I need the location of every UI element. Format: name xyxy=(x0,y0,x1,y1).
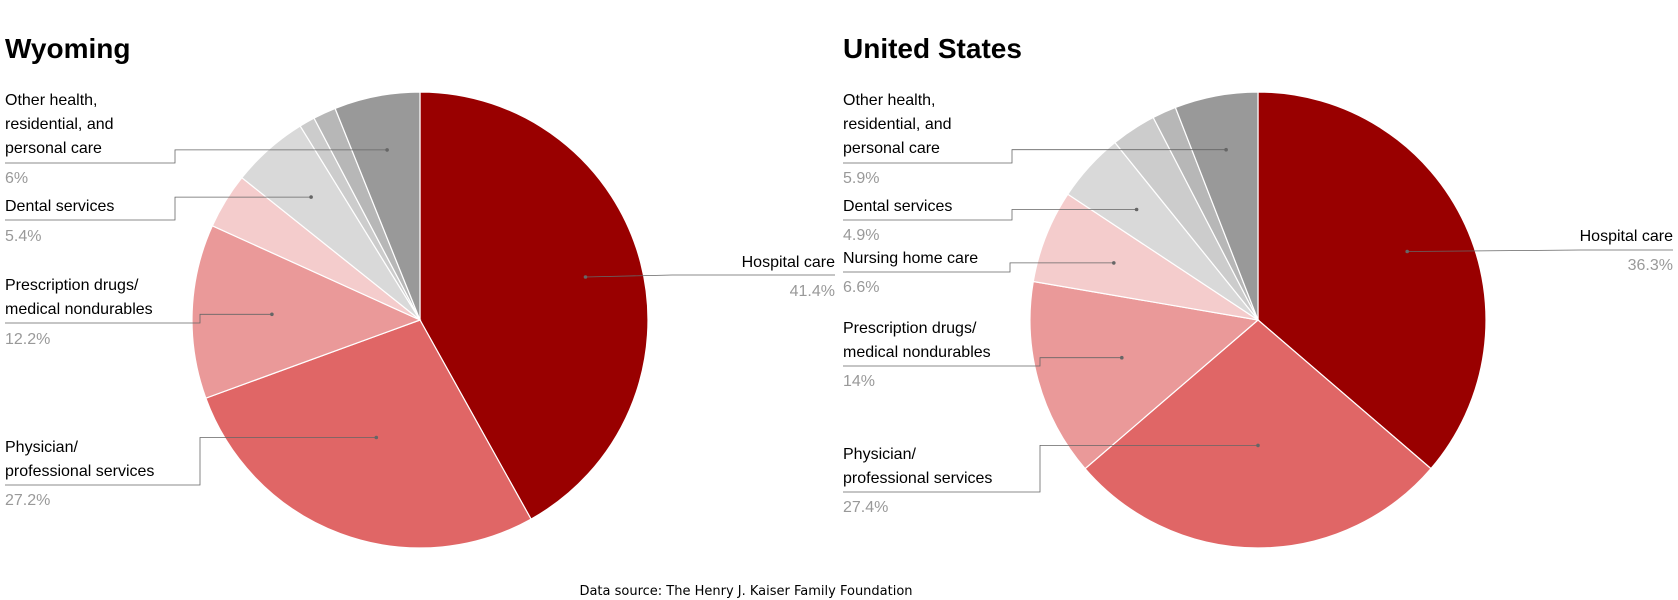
slice-value-us-physician-professional-services: 27.4% xyxy=(843,499,888,516)
leader-line-us-hospital-care xyxy=(1407,249,1673,252)
slice-label-us-dental-services: Dental services xyxy=(843,198,952,215)
pie-slice-wyoming-prescription-drugs-medical-nondurables xyxy=(191,224,422,399)
leader-line-wyoming-hospital-care xyxy=(585,274,835,278)
pie-wyoming xyxy=(191,91,649,549)
pie-slice-wyoming-hospital-care xyxy=(419,91,649,520)
slice-label-us-other-health-residential-and-personal-care: Other health, residential, and personal ca… xyxy=(843,92,952,157)
pie-united-states xyxy=(1029,91,1487,549)
pie-slice-us-physician-professional-services xyxy=(1084,319,1432,549)
leader-dot-wyoming-hospital-care xyxy=(583,275,588,279)
leader-dot-wyoming-dental-services xyxy=(309,195,313,199)
leader-line-us-dental-services xyxy=(843,209,1137,221)
leader-line-us-physician-professional-services xyxy=(843,444,1258,493)
slice-label-us-hospital-care: Hospital care xyxy=(1580,228,1673,245)
slice-value-us-dental-services: 4.9% xyxy=(843,227,879,244)
leader-dot-us-physician-professional-services xyxy=(1256,443,1260,448)
chart-title-wyoming: Wyoming xyxy=(5,33,130,64)
slice-value-us-prescription-drugs-medical-nondurables: 14% xyxy=(843,373,875,390)
slice-value-wyoming-dental-services: 5.4% xyxy=(5,228,41,245)
slice-label-wyoming-physician-professional-services: Physician/professional services xyxy=(5,439,154,480)
leader-line-wyoming-prescription-drugs-medical-nondurables xyxy=(5,313,272,324)
slice-value-us-hospital-care: 36.3% xyxy=(1628,257,1673,274)
slice-label-wyoming-dental-services: Dental services xyxy=(5,198,114,215)
leader-dot-us-prescription-drugs-medical-nondurables xyxy=(1120,355,1124,360)
pie-slice-us-prescription-drugs-medical-nondurables xyxy=(1029,280,1260,470)
slice-label-us-prescription-drugs-medical-nondurables: Prescription drugs/medical nondurables xyxy=(843,320,991,361)
data-source-note: Data source: The Henry J. Kaiser Family … xyxy=(579,584,912,599)
pie-slice-us-hospital-care xyxy=(1257,91,1487,470)
pie-slice-wyoming-physician-professional-services xyxy=(205,319,532,549)
pie-slice-wyoming-other-health-residential-and-personal-care xyxy=(334,91,421,321)
slice-label-wyoming-prescription-drugs-medical-nondurables: Prescription drugs/medical nondurables xyxy=(5,277,153,318)
leader-dot-us-other-health-residential-and-personal-care xyxy=(1224,147,1228,152)
slice-label-wyoming-hospital-care: Hospital care xyxy=(742,254,835,271)
leader-dot-wyoming-physician-professional-services xyxy=(374,435,379,440)
leader-line-us-other-health-residential-and-personal-care xyxy=(843,149,1227,164)
slice-value-wyoming-hospital-care: 41.4% xyxy=(790,283,835,300)
leader-line-us-prescription-drugs-medical-nondurables xyxy=(843,357,1122,367)
leader-dot-us-dental-services xyxy=(1134,207,1139,212)
leader-line-wyoming-physician-professional-services xyxy=(5,437,377,486)
slice-label-us-nursing-home-care: Nursing home care xyxy=(843,250,978,267)
slice-value-wyoming-other-health-residential-and-personal-care: 6% xyxy=(5,170,28,187)
slice-label-wyoming-other-health-residential-and-personal-care: Other health, residential, and personal ca… xyxy=(5,92,114,157)
chart-title-united-states: United States xyxy=(843,33,1022,64)
slice-label-us-physician-professional-services: Physician/professional services xyxy=(843,446,992,487)
leader-dot-us-nursing-home-care xyxy=(1112,261,1116,265)
leader-dot-wyoming-prescription-drugs-medical-nondurables xyxy=(270,312,274,317)
leader-dot-wyoming-other-health-residential-and-personal-care xyxy=(385,148,389,152)
slice-value-wyoming-prescription-drugs-medical-nondurables: 12.2% xyxy=(5,331,50,348)
leader-line-wyoming-dental-services xyxy=(5,196,312,221)
leader-line-us-nursing-home-care xyxy=(843,262,1114,273)
slice-value-us-other-health-residential-and-personal-care: 5.9% xyxy=(843,170,879,187)
leader-line-wyoming-other-health-residential-and-personal-care xyxy=(5,149,388,164)
slice-value-wyoming-physician-professional-services: 27.2% xyxy=(5,492,50,509)
slice-value-us-nursing-home-care: 6.6% xyxy=(843,279,879,296)
leader-dot-us-hospital-care xyxy=(1405,249,1409,254)
pie-slice-us-other-health-residential-and-personal-care xyxy=(1174,91,1259,321)
callouts: Hospital care 41.4% Physician/professional… xyxy=(5,92,1673,516)
